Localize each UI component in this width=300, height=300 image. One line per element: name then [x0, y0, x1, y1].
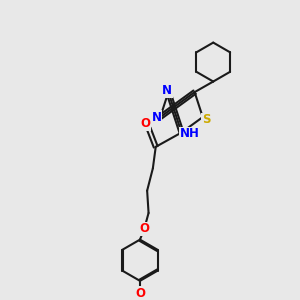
Text: O: O: [135, 287, 145, 300]
Text: NH: NH: [182, 128, 201, 137]
Text: S: S: [202, 113, 210, 127]
Text: N: N: [152, 111, 162, 124]
Text: NH: NH: [180, 128, 200, 140]
Text: O: O: [141, 117, 151, 130]
Text: N: N: [162, 84, 172, 97]
Text: O: O: [139, 222, 149, 235]
